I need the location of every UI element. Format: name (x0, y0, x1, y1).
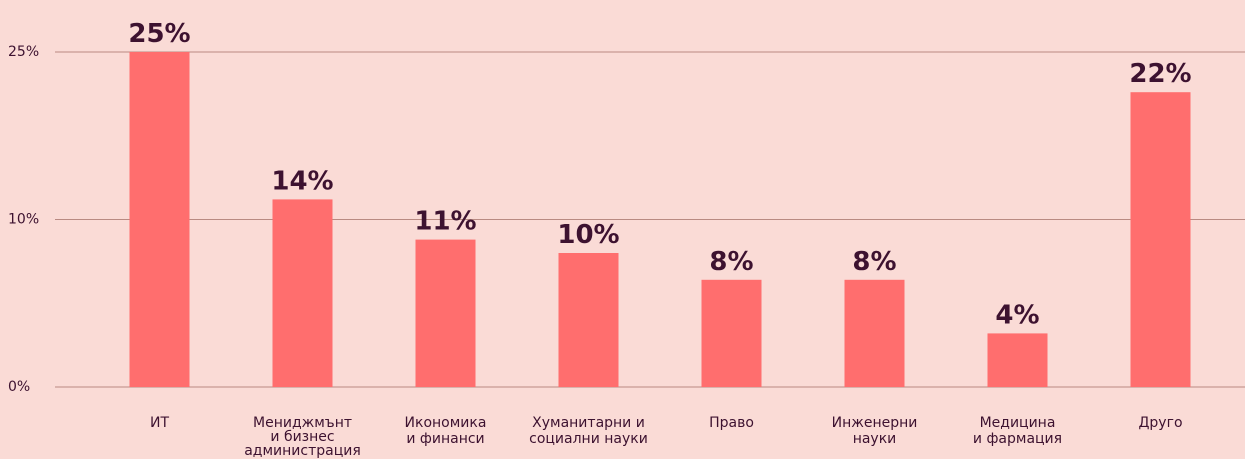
bar (272, 199, 333, 387)
x-tick-label: Икономика и финанси (405, 415, 487, 447)
x-tick-label: Мениджмънт и бизнес администрация (244, 415, 361, 459)
x-tick-label: ИТ (150, 415, 169, 431)
value-label: 11% (414, 207, 476, 237)
value-label: 25% (128, 19, 190, 49)
x-tick-line: Икономика (405, 415, 487, 431)
x-tick-line: администрация (244, 443, 361, 459)
y-tick-label: 0% (8, 379, 30, 395)
y-tick-label: 25% (8, 44, 39, 60)
bar (844, 279, 905, 387)
x-tick-label: Друго (1138, 415, 1182, 431)
x-tick-line: ИТ (150, 415, 169, 431)
x-tick-line: и финанси (406, 431, 484, 447)
x-tick-line: социални науки (529, 431, 648, 447)
bar (701, 279, 762, 387)
bar (558, 253, 619, 387)
value-label: 8% (852, 247, 896, 277)
value-label: 14% (271, 166, 333, 196)
x-tick-label: Инженерни науки (832, 415, 918, 447)
bar (987, 333, 1048, 387)
x-tick-line: Мениджмънт (253, 415, 352, 431)
value-label: 10% (557, 220, 619, 250)
value-label: 8% (709, 247, 753, 277)
x-tick-line: Медицина (980, 415, 1056, 431)
bar (1130, 92, 1191, 387)
value-label: 4% (995, 300, 1039, 330)
value-label: 22% (1129, 59, 1191, 89)
x-tick-line: Право (709, 415, 754, 431)
x-tick-line: Хуманитарни и (532, 415, 645, 431)
x-tick-label: Хуманитарни и социални науки (529, 415, 648, 447)
x-tick-line: Друго (1138, 415, 1182, 431)
x-tick-line: науки (853, 431, 897, 447)
x-tick-label: Медицина и фармация (973, 415, 1062, 447)
x-tick-label: Право (709, 415, 754, 431)
x-tick-line: и фармация (973, 431, 1062, 447)
y-tick-label: 10% (8, 212, 39, 228)
x-tick-line: и бизнес (270, 429, 334, 445)
bar (129, 52, 190, 387)
bar (415, 239, 476, 387)
x-tick-line: Инженерни (832, 415, 918, 431)
